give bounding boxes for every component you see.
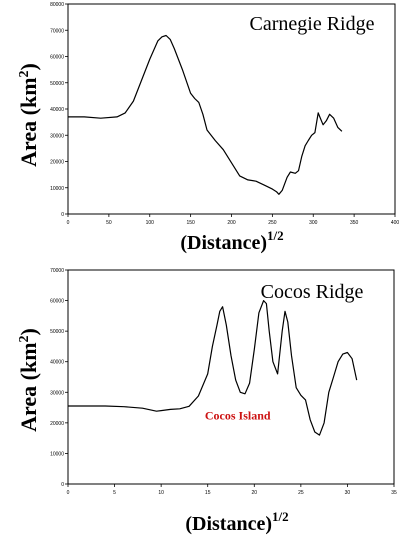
x-tick-label: 20 <box>252 490 258 496</box>
x-tick-label: 50 <box>106 220 112 226</box>
annotation-cocos-island: Cocos Island <box>205 409 271 423</box>
x-tick-label: 150 <box>186 220 195 226</box>
y-tick-label: 10000 <box>50 186 64 192</box>
x-tick-label: 250 <box>268 220 277 226</box>
y-tick-label: 30000 <box>50 133 64 139</box>
y-tick-label: 60000 <box>50 55 64 61</box>
y-tick-label: 60000 <box>50 299 64 305</box>
y-tick-label: 40000 <box>50 107 64 113</box>
chart-title: Carnegie Ridge <box>250 13 375 35</box>
y-tick-label: 20000 <box>50 160 64 166</box>
y-tick-label: 10000 <box>50 451 64 457</box>
x-tick-label: 5 <box>113 490 116 496</box>
y-tick-label: 80000 <box>50 2 64 8</box>
series-line <box>68 300 358 436</box>
y-tick-label: 30000 <box>50 390 64 396</box>
y-tick-label: 50000 <box>50 81 64 87</box>
x-tick-label: 200 <box>227 220 236 226</box>
x-tick-label: 400 <box>391 220 400 226</box>
y-tick-label: 20000 <box>50 421 64 427</box>
y-tick-label: 0 <box>61 212 64 218</box>
x-tick-label: 100 <box>146 220 155 226</box>
y-tick-label: 70000 <box>50 268 64 274</box>
plot-frame <box>67 3 396 215</box>
x-tick-label: 30 <box>345 490 351 496</box>
x-tick-label: 35 <box>391 490 397 496</box>
y-tick-label: 50000 <box>50 329 64 335</box>
chart-cocos-ridge: 0 10000 20000 30000 40000 50000 60000 70000 0 5 10… <box>16 268 397 535</box>
plot-frame <box>67 269 395 485</box>
x-tick-label: 25 <box>298 490 304 496</box>
x-tick-label: 15 <box>205 490 211 496</box>
y-tick-label: 0 <box>61 482 64 488</box>
y-axis-label: Area (km2) <box>16 328 41 432</box>
chart-carnegie-ridge: 0 10000 20000 30000 40000 50000 60000 70000 8000… <box>16 2 399 254</box>
series-line <box>68 34 343 195</box>
x-tick-label: 0 <box>67 490 70 496</box>
x-axis-label: (Distance)1/2 <box>185 509 288 535</box>
x-tick-label: 350 <box>350 220 359 226</box>
y-axis-label: Area (km2) <box>16 63 41 167</box>
x-tick-label: 0 <box>67 220 70 226</box>
x-axis-label: (Distance)1/2 <box>180 228 283 254</box>
y-tick-label: 70000 <box>50 28 64 34</box>
y-tick-label: 40000 <box>50 360 64 366</box>
x-tick-label: 10 <box>158 490 164 496</box>
x-tick-label: 300 <box>309 220 318 226</box>
chart-title: Cocos Ridge <box>261 281 364 303</box>
